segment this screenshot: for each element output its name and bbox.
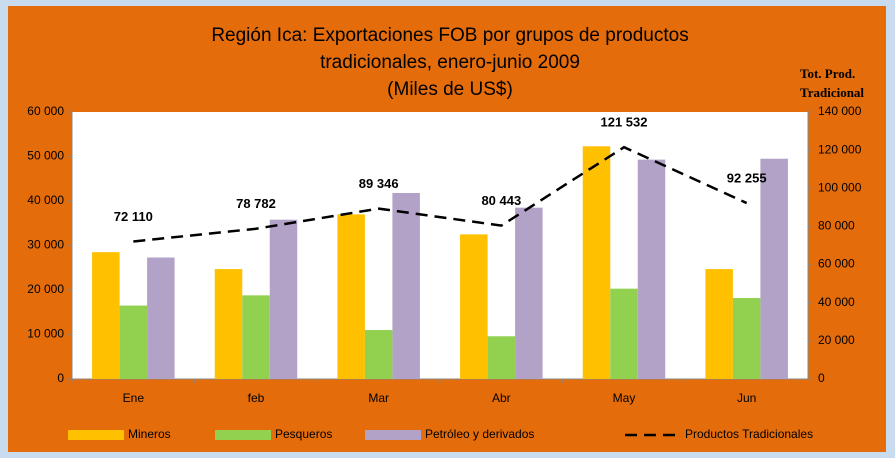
bar	[732, 298, 761, 379]
legend-label: Petróleo y derivados	[425, 427, 534, 441]
bar	[487, 336, 516, 379]
data-label: 121 532	[601, 115, 648, 130]
data-label: 89 346	[359, 176, 399, 191]
legend-swatch	[215, 430, 271, 440]
y2-tick-label: 140 000	[818, 104, 862, 118]
y2-axis-title: Tradicional	[800, 85, 864, 100]
y-tick-label: 30 000	[27, 238, 64, 252]
bar	[364, 330, 393, 379]
bar	[269, 219, 298, 379]
x-tick-label: Jun	[737, 391, 756, 405]
chart-title: tradicionales, enero-junio 2009	[320, 52, 580, 73]
chart-title: Región Ica: Exportaciones FOB por grupos…	[211, 25, 688, 46]
x-tick-label: May	[613, 391, 636, 405]
y2-tick-label: 20 000	[818, 333, 855, 347]
bar	[582, 146, 611, 379]
data-label: 78 782	[236, 196, 276, 211]
bar	[760, 158, 788, 379]
y2-tick-label: 80 000	[818, 219, 855, 233]
y2-tick-label: 120 000	[818, 142, 862, 156]
y2-axis-title: Tot. Prod.	[800, 66, 855, 81]
bar	[337, 214, 365, 379]
y-tick-label: 0	[57, 371, 64, 385]
legend-label: Productos Tradicionales	[685, 427, 813, 441]
y2-tick-label: 40 000	[818, 295, 855, 309]
bar	[460, 234, 488, 379]
line-series	[133, 145, 748, 243]
x-tick-label: Abr	[492, 391, 511, 405]
x-tick-label: Ene	[123, 391, 145, 405]
legend-swatch	[68, 430, 124, 440]
data-label: 92 255	[727, 170, 767, 185]
bar	[515, 207, 543, 379]
bar	[92, 252, 120, 379]
y2-tick-label: 0	[818, 371, 825, 385]
legend-label: Mineros	[128, 427, 171, 441]
bar	[119, 305, 148, 379]
y-tick-label: 50 000	[27, 149, 64, 163]
y2-tick-label: 100 000	[818, 180, 862, 194]
bar	[705, 269, 733, 379]
bar	[242, 295, 270, 379]
y2-tick-label: 60 000	[818, 257, 855, 271]
data-label: 80 443	[481, 193, 521, 208]
y-tick-label: 60 000	[27, 104, 64, 118]
y-tick-label: 40 000	[27, 193, 64, 207]
y-tick-label: 10 000	[27, 327, 64, 341]
bar	[147, 257, 175, 379]
legend-label: Pesqueros	[275, 427, 332, 441]
bar	[214, 269, 243, 379]
data-label: 72 110	[114, 209, 153, 224]
bar	[637, 159, 666, 379]
chart-subtitle: (Miles de US$)	[387, 79, 513, 100]
x-tick-label: Mar	[368, 391, 389, 405]
plot-area	[72, 112, 808, 379]
x-tick-label: feb	[248, 391, 265, 405]
legend-swatch	[365, 430, 421, 440]
y-tick-label: 20 000	[27, 282, 64, 296]
bar	[392, 192, 420, 379]
bar	[610, 288, 638, 379]
